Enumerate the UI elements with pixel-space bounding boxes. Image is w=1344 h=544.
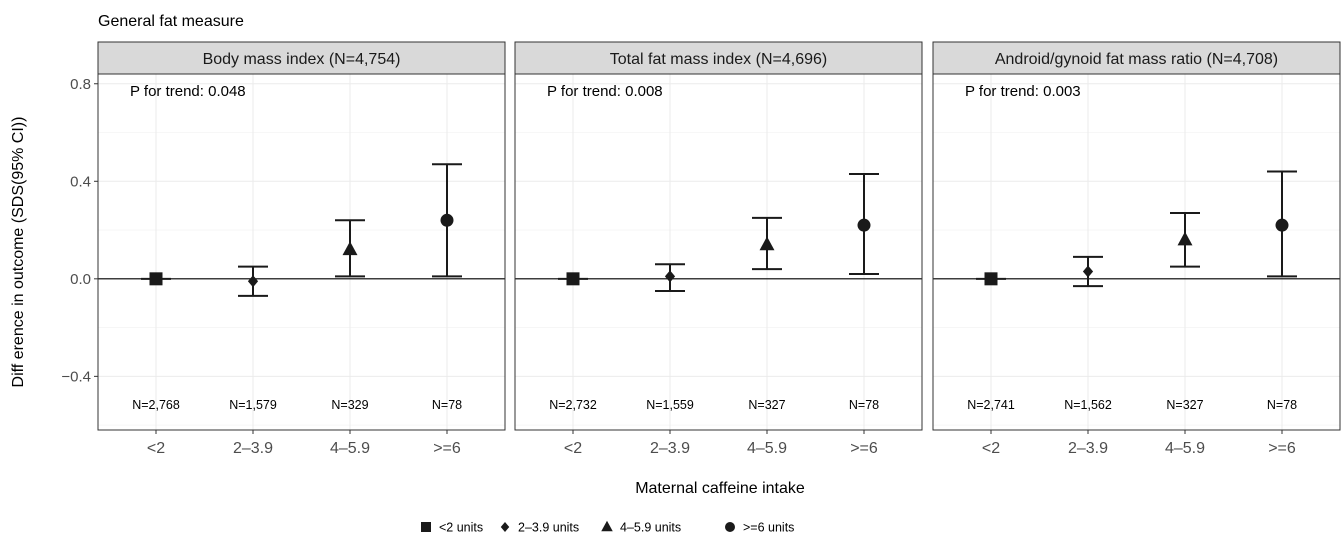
point-diamond bbox=[1082, 265, 1094, 278]
legend-label: >=6 units bbox=[743, 521, 794, 535]
panel-strip bbox=[97, 41, 506, 75]
legend-label: <2 units bbox=[439, 521, 483, 535]
n-label: N=2,768 bbox=[132, 398, 180, 412]
x-tick-label: <2 bbox=[147, 440, 165, 457]
n-label: N=1,562 bbox=[1064, 398, 1112, 412]
panel-strip bbox=[932, 41, 1341, 75]
panel-1: Body mass index (N=4,754) P for trend: 0.… bbox=[97, 41, 506, 457]
legend-marker-diamond bbox=[500, 522, 510, 532]
y-axis-title: Diff erence in outcome (SDS(95% CI)) bbox=[10, 117, 27, 388]
p-trend-label: P for trend: 0.008 bbox=[547, 83, 663, 100]
legend-label: 4–5.9 units bbox=[620, 521, 681, 535]
x-tick-label: 2–3.9 bbox=[233, 440, 273, 457]
n-label: N=1,579 bbox=[229, 398, 277, 412]
x-tick-label: <2 bbox=[982, 440, 1000, 457]
n-label: N=329 bbox=[331, 398, 368, 412]
panels: Body mass index (N=4,754) P for trend: 0.… bbox=[61, 41, 1341, 457]
n-label: N=2,732 bbox=[549, 398, 597, 412]
x-tick-label: 4–5.9 bbox=[747, 440, 787, 457]
n-label: N=78 bbox=[432, 398, 462, 412]
panel-3: Android/gynoid fat mass ratio (N=4,708) P… bbox=[932, 41, 1341, 457]
x-tick-label: >=6 bbox=[433, 440, 461, 457]
point-square bbox=[149, 272, 163, 286]
x-tick-label: 4–5.9 bbox=[330, 440, 370, 457]
chart-title: General fat measure bbox=[98, 13, 244, 30]
n-label: N=78 bbox=[1267, 398, 1297, 412]
point-triangle bbox=[759, 236, 775, 251]
n-label: N=327 bbox=[748, 398, 785, 412]
panel-title: Body mass index (N=4,754) bbox=[203, 51, 401, 68]
panel-strip bbox=[514, 41, 923, 75]
n-label: N=2,741 bbox=[967, 398, 1015, 412]
x-tick-label: >=6 bbox=[1268, 440, 1296, 457]
n-label: N=78 bbox=[849, 398, 879, 412]
x-axis-title: Maternal caffeine intake bbox=[635, 480, 805, 497]
point-diamond bbox=[664, 270, 676, 283]
x-tick-label: 2–3.9 bbox=[650, 440, 690, 457]
y-axis: 0.8 0.4 0.0 −0.4 bbox=[61, 76, 98, 385]
p-trend-label: P for trend: 0.003 bbox=[965, 83, 1081, 100]
panel-2: Total fat mass index (N=4,696) P for tren… bbox=[514, 41, 923, 457]
y-tick-label: 0.0 bbox=[70, 271, 91, 288]
legend-marker-triangle bbox=[601, 520, 613, 532]
x-tick-label: >=6 bbox=[850, 440, 878, 457]
point-triangle bbox=[1177, 231, 1193, 246]
point-square bbox=[984, 272, 998, 286]
legend-label: 2–3.9 units bbox=[518, 521, 579, 535]
panel-title: Android/gynoid fat mass ratio (N=4,708) bbox=[995, 51, 1278, 68]
point-diamond bbox=[247, 275, 259, 288]
n-label: N=1,559 bbox=[646, 398, 694, 412]
y-tick-label: −0.4 bbox=[61, 368, 91, 385]
x-tick-label: <2 bbox=[564, 440, 582, 457]
x-tick-label: 2–3.9 bbox=[1068, 440, 1108, 457]
point-circle bbox=[857, 218, 871, 232]
point-circle bbox=[1275, 218, 1289, 232]
point-circle bbox=[440, 213, 454, 227]
point-triangle bbox=[342, 241, 358, 256]
legend-marker-circle bbox=[725, 522, 735, 532]
y-tick-label: 0.8 bbox=[70, 76, 91, 93]
x-tick-label: 4–5.9 bbox=[1165, 440, 1205, 457]
point-square bbox=[566, 272, 580, 286]
legend-marker-square bbox=[421, 522, 431, 532]
panel-title: Total fat mass index (N=4,696) bbox=[610, 51, 827, 68]
legend: <2 units 2–3.9 units 4–5.9 units >=6 units bbox=[421, 521, 794, 535]
p-trend-label: P for trend: 0.048 bbox=[130, 83, 246, 100]
y-tick-label: 0.4 bbox=[70, 173, 91, 190]
n-label: N=327 bbox=[1166, 398, 1203, 412]
